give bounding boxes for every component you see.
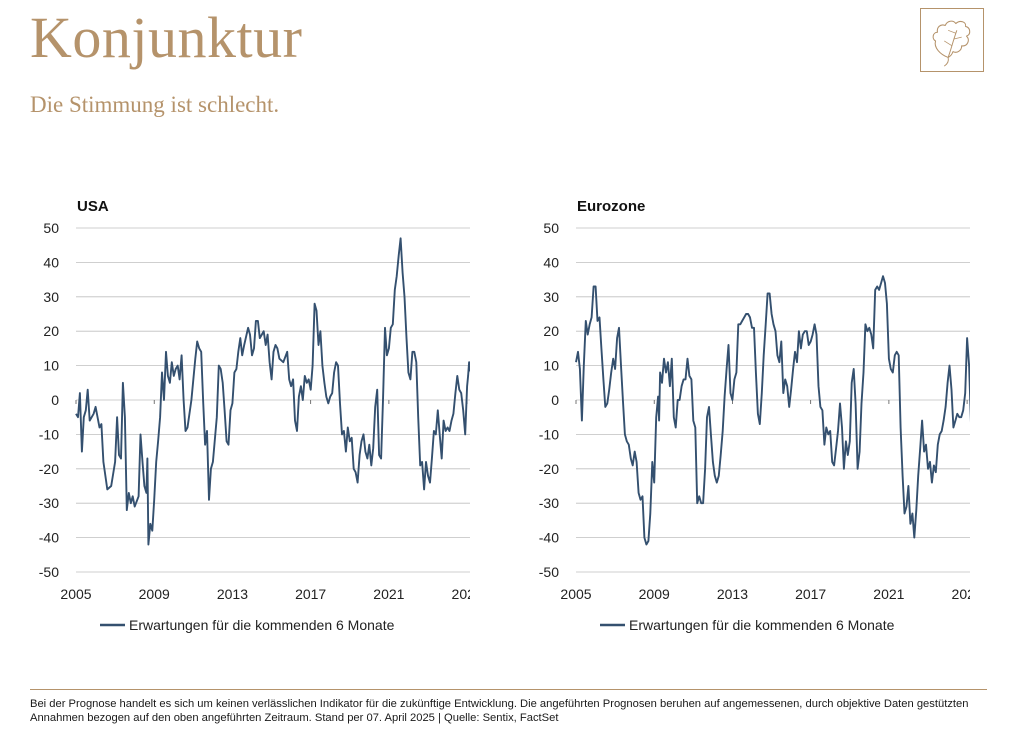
usa-x-tick-label: 2025 xyxy=(452,586,470,602)
eurozone-x-tick-label: 2013 xyxy=(717,586,748,602)
page-subtitle: Die Stimmung ist schlecht. xyxy=(30,92,280,117)
usa-chart: USA 50 40 30 20 10 0 -10 -20 -30 -40 -50 2005 2009 201… xyxy=(30,190,470,650)
eurozone-y-tick-label: -20 xyxy=(539,461,559,477)
eurozone-chart-title: Eurozone xyxy=(577,198,645,215)
usa-x-tick-label: 2013 xyxy=(217,586,248,602)
usa-y-tick-label: -30 xyxy=(39,495,59,511)
eurozone-y-tick-label: -10 xyxy=(539,426,559,442)
usa-x-tick-label: 2005 xyxy=(60,586,91,602)
eurozone-y-tick-label: 20 xyxy=(543,323,559,339)
eurozone-x-tick-label: 2009 xyxy=(639,586,670,602)
eurozone-x-tick-label: 2021 xyxy=(873,586,904,602)
eurozone-y-tick-label: 30 xyxy=(543,289,559,305)
usa-x-tick-label: 2021 xyxy=(373,586,404,602)
eurozone-y-tick-label: -50 xyxy=(539,564,559,580)
page-title: Konjunktur xyxy=(30,5,303,70)
eurozone-y-tick-label: 0 xyxy=(551,392,559,408)
eurozone-x-tick-label: 2025 xyxy=(952,586,970,602)
eurozone-y-tick-label: 50 xyxy=(543,220,559,236)
usa-y-tick-label: 20 xyxy=(43,323,59,339)
eurozone-x-tick-label: 2005 xyxy=(560,586,591,602)
usa-y-tick-label: 10 xyxy=(43,358,59,374)
eurozone-legend-label: Erwartungen für die kommenden 6 Monate xyxy=(629,617,895,633)
logo xyxy=(920,8,984,72)
usa-y-tick-label: 40 xyxy=(43,254,59,270)
eurozone-y-tick-label: -30 xyxy=(539,495,559,511)
usa-y-tick-label: 50 xyxy=(43,220,59,236)
footer-divider xyxy=(30,689,987,690)
footer-disclaimer: Bei der Prognose handelt es sich um kein… xyxy=(30,698,969,724)
usa-y-tick-label: -10 xyxy=(39,426,59,442)
eurozone-x-tick-label: 2017 xyxy=(795,586,826,602)
usa-y-tick-label: -50 xyxy=(39,564,59,580)
eurozone-chart: Eurozone 50 40 30 20 10 0 -10 -20 -30 -40 -50 2005 20… xyxy=(530,190,970,650)
usa-series-line xyxy=(75,237,470,546)
eurozone-y-tick-label: -40 xyxy=(539,530,559,546)
usa-chart-title: USA xyxy=(77,198,109,215)
usa-x-tick-label: 2009 xyxy=(139,586,170,602)
usa-x-tick-label: 2017 xyxy=(295,586,326,602)
usa-y-tick-label: -40 xyxy=(39,530,59,546)
usa-y-tick-label: 30 xyxy=(43,289,59,305)
eurozone-y-tick-label: 10 xyxy=(543,358,559,374)
usa-y-tick-label: 0 xyxy=(51,392,59,408)
usa-legend-label: Erwartungen für die kommenden 6 Monate xyxy=(129,617,395,633)
eurozone-series-line xyxy=(575,275,970,546)
oak-leaf-icon xyxy=(932,20,971,67)
eurozone-y-tick-label: 40 xyxy=(543,254,559,270)
usa-y-tick-label: -20 xyxy=(39,461,59,477)
